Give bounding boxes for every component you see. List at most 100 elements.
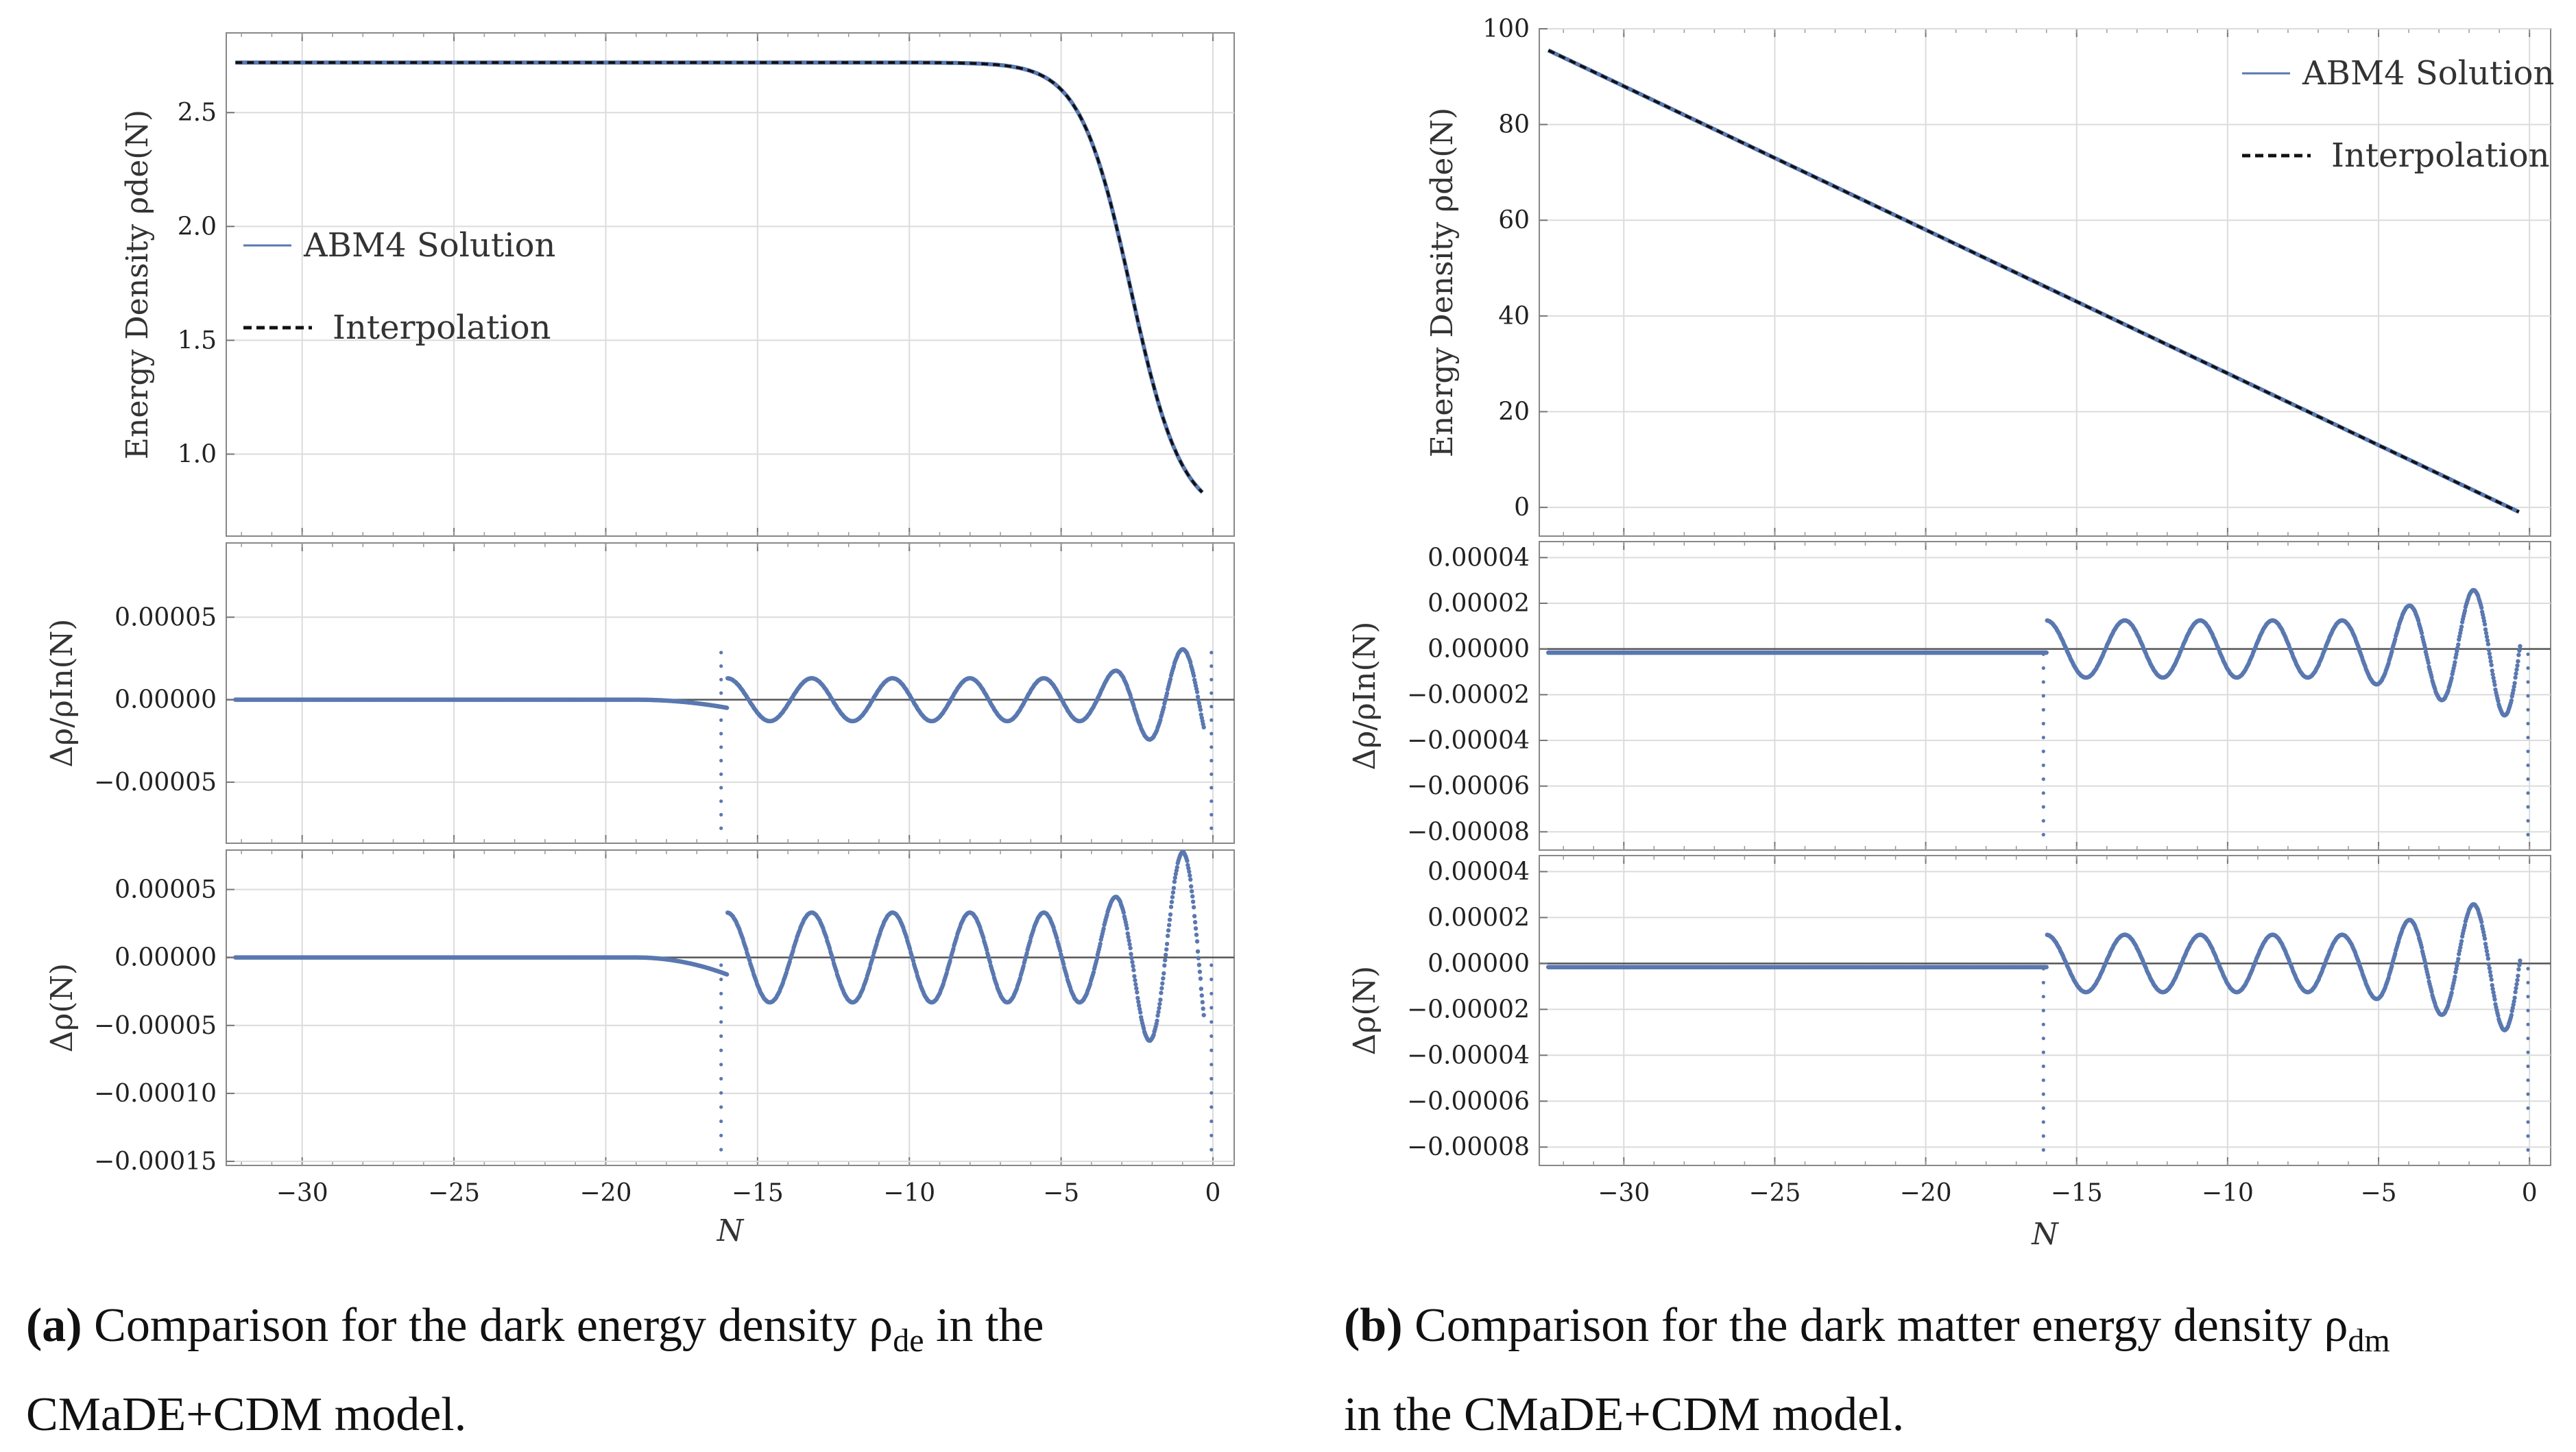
data-point [1138,1011,1142,1015]
data-point [1169,905,1173,909]
x-tick-label: −30 [276,1179,328,1207]
data-point [2488,655,2492,660]
data-point [1127,942,1131,946]
panel-frame [226,543,1234,843]
spike-point [1209,1006,1213,1009]
y-tick-label: 0.00000 [115,686,217,714]
x-tick-label: −25 [428,1179,480,1207]
spike-point [1209,759,1213,762]
data-point [725,972,729,976]
spike-point [1209,1105,1213,1109]
spike-point [1209,963,1213,967]
panel-frame [1539,29,2551,536]
spike-point [719,827,723,830]
data-point [1136,1000,1140,1004]
spike-point [2042,833,2045,836]
legend-interpolation-label: Interpolation [2331,136,2550,175]
spike-point [719,992,723,995]
data-point [1168,912,1172,917]
spike-point [1209,1049,1213,1052]
data-point [2512,681,2516,685]
data-point [1189,884,1193,888]
data-point [2514,668,2518,672]
y-tick-label: 0.00005 [115,603,217,631]
spike-point [719,745,723,749]
y-tick-label: 2.0 [178,213,217,241]
data-point [1197,963,1201,967]
spike-point [719,759,723,762]
data-point [2515,664,2519,668]
data-point [2514,671,2518,675]
y-tick-label: 80 [1498,111,1530,139]
data-point [1188,873,1192,878]
data-point [1161,705,1166,710]
data-point [1134,987,1138,991]
data-point [1161,971,1166,976]
y-tick-label: 100 [1482,15,1530,43]
data-point [1157,1002,1161,1006]
y-axis-label: Δρ/ρIn(N) [45,619,80,768]
spike-point [719,1077,723,1080]
data-point [1133,978,1137,982]
spike-point [719,1105,723,1109]
spike-point [719,1049,723,1052]
data-point [1131,968,1135,972]
data-point [1161,976,1165,980]
data-point [2449,676,2453,680]
data-point [1165,691,1169,695]
data-point [1135,990,1139,994]
data-point [1132,974,1136,978]
x-tick-label: −15 [732,1179,784,1207]
panel-frame [226,33,1234,536]
data-point [1187,869,1191,873]
spike-point [1209,705,1213,708]
spike-point [719,813,723,816]
spike-point [719,773,723,776]
data-point [1135,996,1140,1000]
data-point [2423,646,2427,650]
data-point [2463,609,2467,613]
spike-point [1209,992,1213,995]
data-point [1130,960,1134,964]
data-point [1163,958,1167,962]
spike-point [1209,978,1213,981]
data-point [1172,886,1176,890]
y-tick-label: −0.00010 [94,1080,217,1108]
spike-point [719,1148,723,1151]
y-tick-label: −0.00015 [94,1148,217,1176]
spike-point [1209,1134,1213,1137]
y-tick-label: 2.5 [178,99,217,127]
spike-point [1209,732,1213,736]
spike-point [719,691,723,694]
data-point [1201,1006,1205,1011]
series-abm4-solution [235,62,1202,492]
spike-point [1209,1034,1213,1038]
data-point [2516,653,2520,657]
data-point [2453,660,2457,664]
spike-point [1209,1148,1213,1151]
spike-point [2526,833,2529,836]
data-point [1192,673,1196,677]
spike-point [719,799,723,803]
data-point [1195,690,1199,694]
data-point [1095,956,1099,960]
spike-point [719,1120,723,1123]
data-point [1192,914,1196,918]
spike-point [2526,819,2529,823]
spike-point [719,1063,723,1066]
x-tick-label: −5 [1043,1179,1079,1207]
data-point [1158,997,1162,1002]
data-point [1196,949,1200,954]
spike-point [2042,805,2045,808]
data-point [1190,889,1194,893]
data-point [1201,1000,1205,1004]
spike-point [2042,777,2045,781]
y-axis-label: Δρ/ρIn(N) [1347,622,1382,771]
spike-point [1209,651,1213,654]
spike-point [719,1091,723,1095]
spike-point [2526,791,2529,795]
spike-point [719,1134,723,1137]
